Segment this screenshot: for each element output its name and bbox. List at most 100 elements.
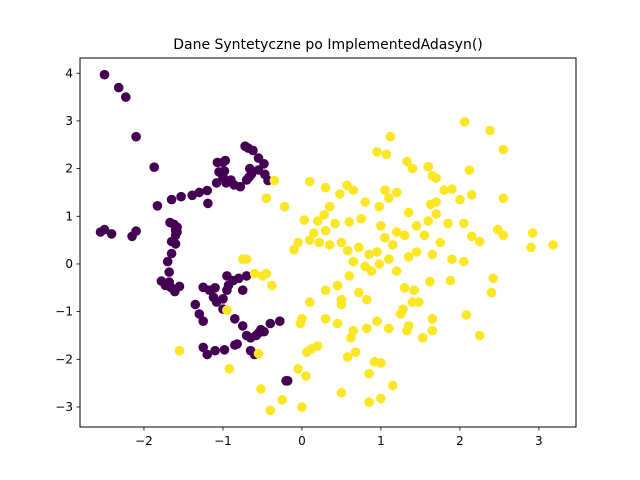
data-point bbox=[241, 271, 252, 281]
data-point bbox=[219, 345, 230, 355]
data-point bbox=[381, 149, 392, 160]
data-point bbox=[214, 167, 224, 177]
data-point bbox=[461, 310, 472, 320]
data-point bbox=[361, 294, 372, 305]
data-point bbox=[295, 318, 306, 329]
data-point bbox=[152, 201, 163, 211]
data-point bbox=[419, 230, 430, 241]
data-point bbox=[198, 342, 208, 353]
data-point bbox=[248, 145, 258, 156]
data-point bbox=[166, 248, 177, 259]
data-point bbox=[372, 247, 382, 257]
data-point bbox=[445, 275, 456, 286]
data-point bbox=[234, 273, 244, 284]
data-point bbox=[346, 333, 356, 343]
data-point bbox=[354, 287, 364, 298]
data-point bbox=[376, 393, 386, 404]
series-0 bbox=[95, 69, 293, 386]
data-point bbox=[320, 182, 331, 193]
data-point bbox=[314, 237, 325, 248]
data-point bbox=[211, 178, 222, 188]
data-point bbox=[498, 144, 509, 155]
x-tick-label: −1 bbox=[214, 434, 232, 448]
data-point bbox=[342, 245, 353, 256]
data-point bbox=[435, 237, 446, 248]
data-point bbox=[232, 339, 242, 349]
data-point bbox=[330, 218, 340, 229]
data-point bbox=[131, 226, 141, 236]
points-layer bbox=[95, 69, 558, 416]
data-point bbox=[423, 216, 434, 226]
data-point bbox=[439, 185, 449, 195]
data-point bbox=[399, 230, 410, 241]
data-point bbox=[366, 266, 377, 276]
data-point bbox=[222, 271, 232, 281]
data-point bbox=[202, 349, 212, 360]
data-point bbox=[220, 155, 231, 166]
data-point bbox=[222, 305, 232, 316]
x-tick-label: 2 bbox=[456, 434, 464, 448]
data-point bbox=[301, 371, 311, 381]
data-point bbox=[418, 333, 428, 343]
data-point bbox=[374, 259, 385, 269]
data-point bbox=[360, 197, 370, 207]
data-point bbox=[305, 297, 315, 307]
data-point bbox=[498, 193, 509, 203]
data-point bbox=[364, 368, 374, 379]
data-point bbox=[403, 251, 414, 262]
data-point bbox=[399, 283, 410, 293]
data-point bbox=[297, 402, 307, 412]
chart-title: Dane Syntetyczne po ImplementedAdasyn() bbox=[173, 37, 483, 53]
data-point bbox=[170, 239, 181, 249]
data-point bbox=[259, 326, 269, 337]
data-point bbox=[354, 242, 364, 253]
data-point bbox=[344, 271, 355, 281]
data-point bbox=[376, 221, 386, 231]
data-point bbox=[131, 131, 141, 142]
data-point bbox=[425, 276, 435, 287]
data-point bbox=[198, 316, 208, 327]
data-point bbox=[305, 176, 315, 187]
x-tick-label: −2 bbox=[135, 434, 153, 448]
data-point bbox=[427, 249, 438, 260]
data-point bbox=[474, 330, 485, 341]
data-point bbox=[344, 217, 355, 227]
data-point bbox=[176, 191, 186, 202]
data-point bbox=[282, 376, 293, 386]
y-tick-label: −2 bbox=[55, 352, 73, 366]
data-point bbox=[194, 309, 205, 319]
data-point bbox=[459, 256, 469, 267]
x-tick-label: 0 bbox=[298, 434, 306, 448]
data-point bbox=[411, 221, 422, 231]
data-point bbox=[374, 201, 385, 212]
data-point bbox=[409, 285, 419, 296]
data-point bbox=[372, 147, 382, 157]
data-point bbox=[164, 267, 174, 277]
y-tick-label: 1 bbox=[65, 209, 73, 223]
data-point bbox=[356, 213, 367, 224]
data-point bbox=[277, 395, 288, 405]
data-point bbox=[237, 285, 248, 296]
data-point bbox=[402, 325, 412, 336]
data-point bbox=[235, 181, 246, 192]
data-point bbox=[256, 384, 266, 394]
data-point bbox=[312, 216, 323, 226]
data-point bbox=[402, 156, 412, 167]
data-point bbox=[299, 215, 310, 225]
data-point bbox=[301, 347, 312, 358]
data-point bbox=[427, 314, 438, 324]
data-point bbox=[172, 227, 182, 237]
data-point bbox=[324, 240, 335, 250]
data-point bbox=[319, 210, 329, 220]
data-point bbox=[265, 405, 276, 416]
data-point bbox=[320, 285, 331, 296]
data-point bbox=[324, 201, 335, 212]
y-tick-label: 2 bbox=[65, 162, 73, 176]
data-point bbox=[364, 397, 374, 408]
data-point bbox=[253, 348, 264, 359]
data-point bbox=[166, 194, 177, 205]
data-point bbox=[361, 323, 372, 334]
data-point bbox=[427, 325, 438, 336]
data-point bbox=[407, 163, 418, 174]
